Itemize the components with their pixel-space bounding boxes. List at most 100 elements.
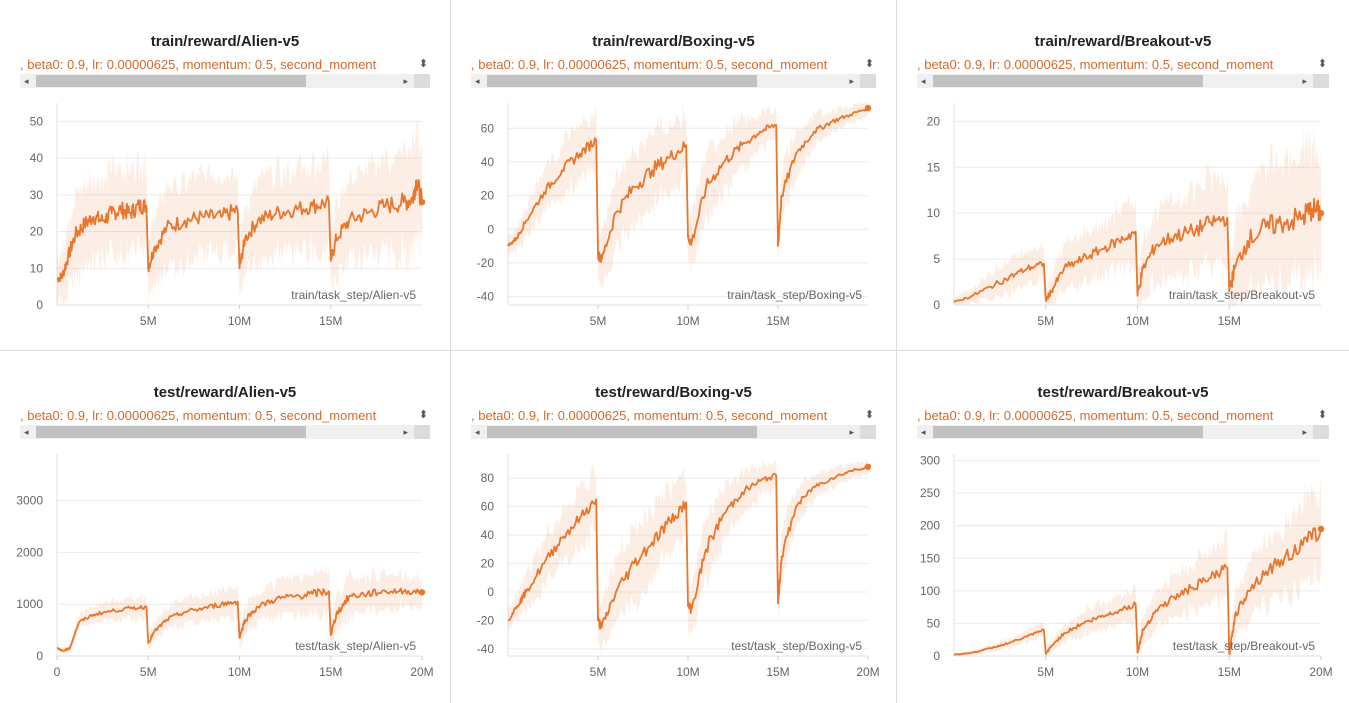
y-tick-label: 20 [481, 557, 495, 571]
line-chart-plot[interactable]: -40 -20 0 20 40 60 80 5M 10M 15M 20M test/task_step… [451, 446, 896, 696]
line-chart-plot[interactable]: 0 1000 2000 3000 0 5M 10M 15M 20M test/task_step/… [0, 446, 450, 696]
legend-row: , beta0: 0.9, lr: 0.00000625, momentum: … [20, 407, 430, 425]
legend-entry: , beta0: 0.9, lr: 0.00000625, momentum: … [20, 57, 377, 72]
panel-train-alien: train/reward/Alien-v5 , beta0: 0.9, lr: 0… [0, 0, 451, 351]
x-axis-label: test/task_step/Alien-v5 [295, 639, 416, 653]
sort-updown-icon[interactable]: ⬍ [1317, 409, 1327, 421]
sort-updown-icon[interactable]: ⬍ [418, 409, 428, 421]
y-tick-label: 60 [481, 121, 495, 135]
panel-train-boxing: train/reward/Boxing-v5 , beta0: 0.9, lr: … [451, 0, 897, 351]
scrollbar-thumb[interactable] [36, 426, 306, 438]
chart-title: train/reward/Alien-v5 [150, 33, 300, 50]
legend-entry: , beta0: 0.9, lr: 0.00000625, momentum: … [20, 408, 377, 423]
series-variance-band [954, 475, 1321, 656]
x-tick-label: 15M [1218, 665, 1241, 679]
y-tick-label: 2000 [16, 545, 43, 559]
legend-scrollbar[interactable]: ◂ ▸ [471, 74, 876, 88]
y-tick-label: 3000 [16, 494, 43, 508]
legend-scrollbar[interactable]: ◂ ▸ [917, 425, 1329, 439]
x-tick-label: 5M [1037, 314, 1054, 328]
y-tick-label: 50 [927, 616, 941, 630]
y-tick-label: 0 [487, 222, 494, 236]
x-tick-label: 10M [1126, 314, 1149, 328]
x-tick-label: 0 [54, 665, 61, 679]
y-tick-label: 10 [927, 206, 941, 220]
sort-updown-icon[interactable]: ⬍ [864, 409, 874, 421]
scroll-left-arrow-icon[interactable]: ◂ [24, 76, 29, 86]
chart-title: test/reward/Breakout-v5 [1037, 384, 1209, 401]
x-tick-label: 20M [1309, 665, 1332, 679]
y-tick-label: 0 [36, 298, 43, 312]
series-end-point [1317, 525, 1325, 533]
series-end-point [1317, 209, 1325, 217]
scroll-left-arrow-icon[interactable]: ◂ [475, 427, 480, 437]
y-tick-label: 40 [481, 155, 495, 169]
line-chart-plot[interactable]: -40 -20 0 20 40 60 5M 10M 15M train/task_step/Box… [451, 95, 896, 345]
scrollbar-thumb[interactable] [487, 75, 757, 87]
scrollbar-corner [1313, 425, 1329, 439]
legend-row: , beta0: 0.9, lr: 0.00000625, momentum: … [471, 56, 876, 74]
scroll-right-arrow-icon[interactable]: ▸ [1302, 427, 1307, 437]
x-tick-label: 15M [319, 314, 342, 328]
scroll-left-arrow-icon[interactable]: ◂ [24, 427, 29, 437]
x-tick-label: 10M [228, 314, 251, 328]
sort-updown-icon[interactable]: ⬍ [864, 58, 874, 70]
x-tick-label: 15M [319, 665, 342, 679]
panel-test-breakout: test/reward/Breakout-v5 , beta0: 0.9, lr:… [897, 351, 1349, 703]
sort-updown-icon[interactable]: ⬍ [1317, 58, 1327, 70]
y-tick-label: 0 [36, 649, 43, 663]
scroll-left-arrow-icon[interactable]: ◂ [921, 427, 926, 437]
legend-entry: , beta0: 0.9, lr: 0.00000625, momentum: … [471, 57, 828, 72]
scrollbar-corner [414, 74, 430, 88]
chart-title: test/reward/Alien-v5 [153, 384, 297, 401]
line-chart-plot[interactable]: 0 10 20 30 40 50 5M 10M 15M train/task_step/Alien… [0, 95, 450, 345]
scroll-right-arrow-icon[interactable]: ▸ [403, 427, 408, 437]
scrollbar-thumb[interactable] [487, 426, 757, 438]
scrollbar-corner [860, 425, 876, 439]
x-axis-label: train/task_step/Breakout-v5 [1169, 288, 1315, 302]
x-axis-label: train/task_step/Alien-v5 [291, 288, 416, 302]
x-tick-label: 10M [676, 665, 699, 679]
line-chart-plot[interactable]: 0 50 100 150 200 250 300 5M 10M 15M 20M test/task_s… [897, 446, 1349, 696]
y-tick-label: 0 [933, 298, 940, 312]
scroll-right-arrow-icon[interactable]: ▸ [403, 76, 408, 86]
legend-row: , beta0: 0.9, lr: 0.00000625, momentum: … [917, 407, 1329, 425]
y-tick-label: 20 [481, 189, 495, 203]
series-line [56, 587, 423, 652]
scroll-left-arrow-icon[interactable]: ◂ [475, 76, 480, 86]
scrollbar-thumb[interactable] [933, 426, 1203, 438]
y-tick-label: 30 [30, 188, 44, 202]
legend-scrollbar[interactable]: ◂ ▸ [20, 425, 430, 439]
scrollbar-corner [414, 425, 430, 439]
y-tick-label: 200 [920, 519, 940, 533]
scrollbar-corner [1313, 74, 1329, 88]
sort-updown-icon[interactable]: ⬍ [418, 58, 428, 70]
scroll-right-arrow-icon[interactable]: ▸ [849, 427, 854, 437]
scroll-right-arrow-icon[interactable]: ▸ [1302, 76, 1307, 86]
series-end-point [864, 463, 872, 471]
y-tick-label: 60 [481, 500, 495, 514]
y-tick-label: 0 [487, 585, 494, 599]
scrollbar-thumb[interactable] [933, 75, 1203, 87]
x-tick-label: 5M [590, 665, 607, 679]
series-line [507, 106, 869, 263]
panel-test-boxing: test/reward/Boxing-v5 , beta0: 0.9, lr: 0… [451, 351, 897, 703]
x-tick-label: 20M [410, 665, 433, 679]
y-tick-label: 150 [920, 551, 940, 565]
y-tick-label: -40 [477, 642, 495, 656]
y-tick-label: 250 [920, 486, 940, 500]
scrollbar-thumb[interactable] [36, 75, 306, 87]
panel-test-alien: test/reward/Alien-v5 , beta0: 0.9, lr: 0.… [0, 351, 451, 703]
scroll-right-arrow-icon[interactable]: ▸ [849, 76, 854, 86]
line-chart-plot[interactable]: 0 5 10 15 20 5M 10M 15M train/task_step/Breakout… [897, 95, 1349, 345]
y-tick-label: 15 [927, 160, 941, 174]
legend-scrollbar[interactable]: ◂ ▸ [471, 425, 876, 439]
y-tick-label: -20 [477, 613, 495, 627]
y-tick-label: 40 [30, 151, 44, 165]
legend-scrollbar[interactable]: ◂ ▸ [917, 74, 1329, 88]
series-line [507, 465, 869, 630]
legend-scrollbar[interactable]: ◂ ▸ [20, 74, 430, 88]
scroll-left-arrow-icon[interactable]: ◂ [921, 76, 926, 86]
x-tick-label: 15M [766, 314, 789, 328]
series-end-point [418, 198, 426, 206]
